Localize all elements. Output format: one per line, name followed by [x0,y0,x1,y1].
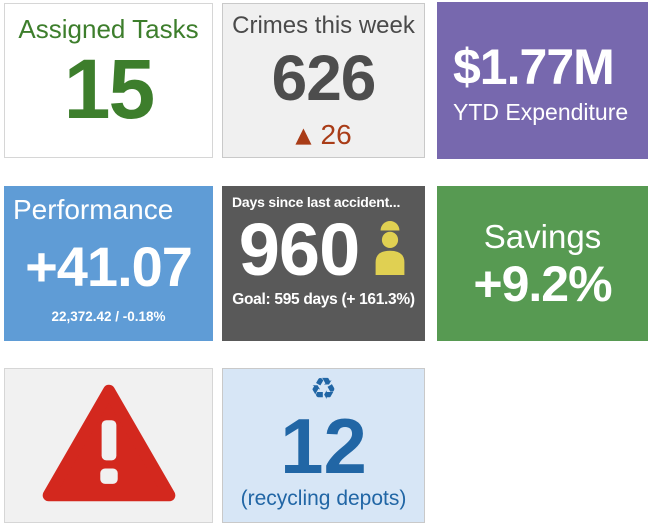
ytd-expenditure-value: $1.77M [453,38,615,95]
days-since-accident-tile: Days since last accident... 960 Goal: 59… [222,186,425,341]
assigned-tasks-title: Assigned Tasks [18,14,199,44]
recycling-depots-label: (recycling depots) [240,487,407,510]
ytd-expenditure-tile: $1.77M YTD Expenditure [437,2,648,159]
crimes-delta: ▲ 26 [223,119,424,151]
assigned-tasks-value: 15 [63,42,155,136]
days-since-accident-value: 960 [238,208,360,291]
performance-detail: 22,372.42 / -0.18% [51,309,166,324]
assigned-tasks-tile: Assigned Tasks 15 [4,3,213,158]
crimes-title: Crimes this week [232,12,415,39]
ytd-expenditure-label: YTD Expenditure [453,98,629,125]
savings-tile: Savings +9.2% [437,186,648,341]
recycling-depots-tile: ♻ 12 (recycling depots) [222,368,425,523]
days-since-accident-title: Days since last accident... [232,194,401,210]
crimes-tile: Crimes this week 626 ▲ 26 [222,3,425,158]
warning-tile [4,368,213,523]
crimes-value: 626 [271,42,377,114]
up-arrow-icon: ▲ [295,123,312,147]
days-since-accident-main: 960 [222,213,425,287]
performance-value: +41.07 [25,235,193,298]
performance-tile: Performance +41.07 22,372.42 / -0.18% [4,186,213,341]
crimes-delta-value: 26 [320,119,352,150]
savings-title: Savings [483,218,602,255]
worker-icon [372,220,408,281]
warning-triangle-icon [42,384,176,507]
recycling-icon: ♻ [310,372,337,407]
savings-value: +9.2% [473,256,612,312]
days-since-accident-goal: Goal: 595 days (+ 161.3%) [232,291,415,308]
recycling-depots-value: 12 [280,402,367,490]
performance-title: Performance [13,194,174,225]
